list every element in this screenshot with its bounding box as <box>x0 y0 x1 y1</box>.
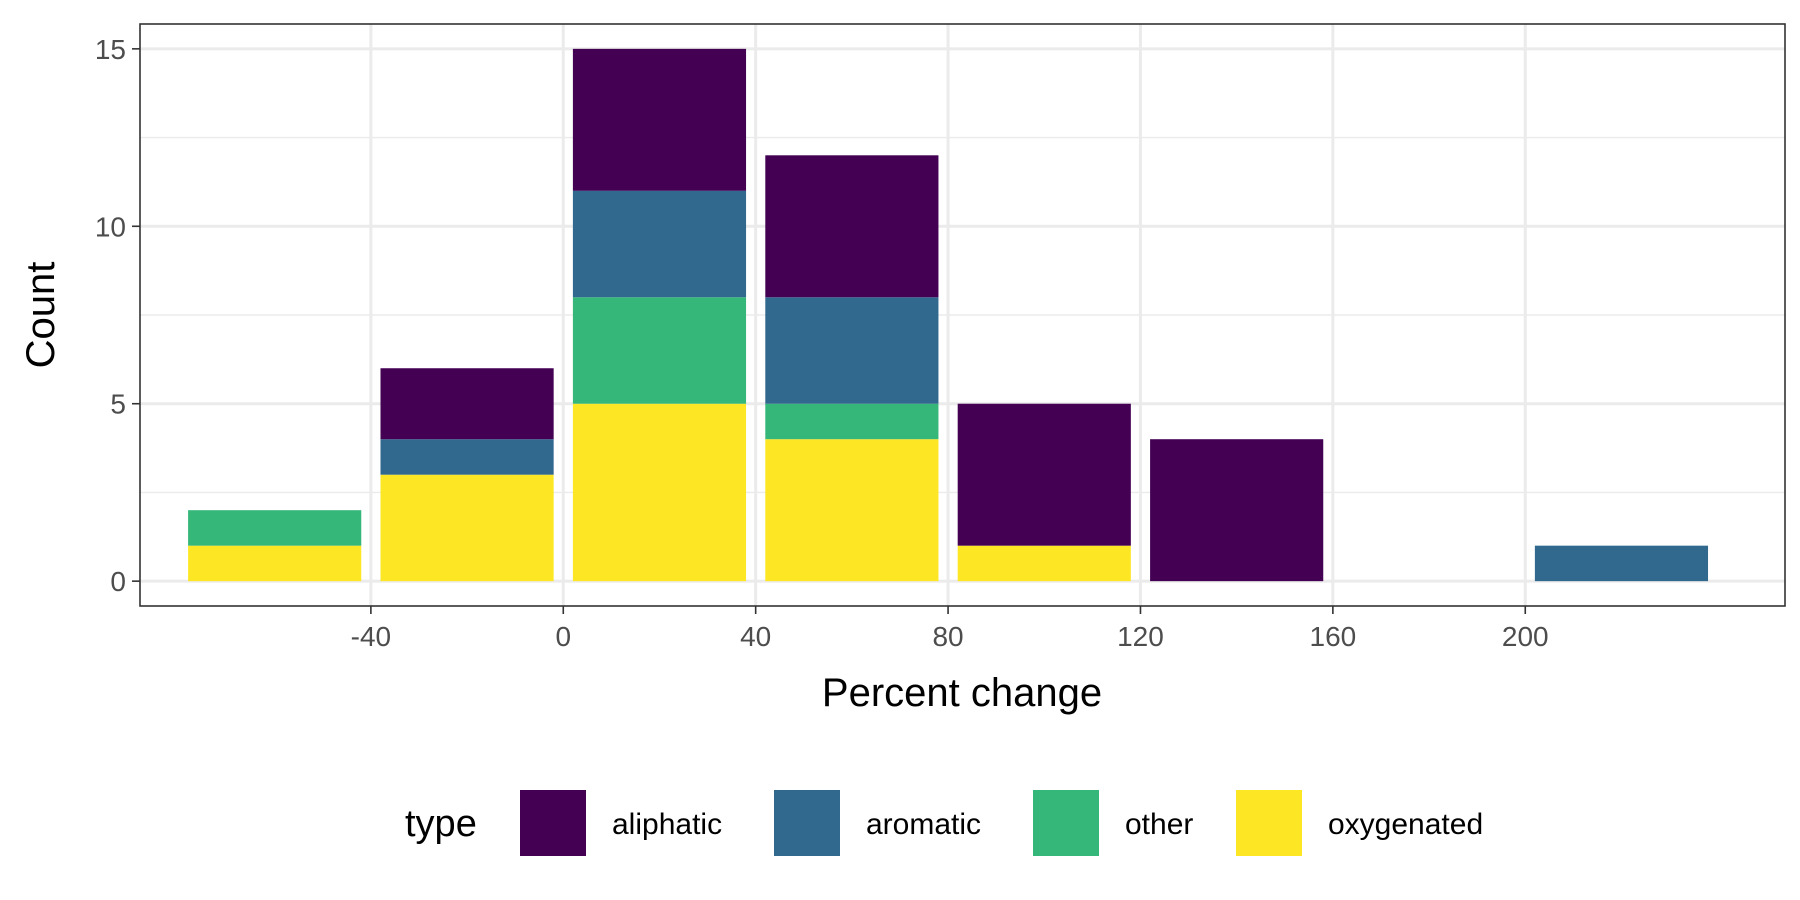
y-tick-label: 0 <box>110 566 126 597</box>
bar-segment-oxygenated <box>380 474 554 582</box>
x-tick-label: 160 <box>1310 621 1357 652</box>
x-tick-label: -40 <box>351 621 391 652</box>
x-tick-label: 0 <box>555 621 571 652</box>
legend-key-other <box>1033 790 1099 856</box>
bar-segment-oxygenated <box>188 545 362 582</box>
bar-segment-aliphatic <box>765 155 939 298</box>
legend-label-oxygenated: oxygenated <box>1328 808 1483 841</box>
legend: type aliphatic aromatic other oxygenated <box>405 790 1483 856</box>
bar-segment-aromatic <box>765 297 939 404</box>
x-tick-label: 40 <box>740 621 771 652</box>
bar-segment-oxygenated <box>572 403 747 582</box>
legend-label-aromatic: aromatic <box>866 808 981 841</box>
bar-segment-aliphatic <box>957 403 1131 546</box>
bar-segment-aromatic <box>380 439 554 475</box>
bar-segment-aromatic <box>572 190 747 298</box>
bar-segment-other <box>188 510 362 546</box>
legend-key-aliphatic <box>520 790 586 856</box>
bar-segment-oxygenated <box>957 545 1131 582</box>
y-tick-label: 15 <box>95 34 126 65</box>
legend-title: type <box>405 803 477 845</box>
bar-segment-aliphatic <box>572 48 747 191</box>
x-tick-label: 120 <box>1117 621 1164 652</box>
bar-segment-aliphatic <box>1150 439 1324 582</box>
bar-segment-aromatic <box>1534 545 1709 582</box>
x-tick-label: 200 <box>1502 621 1549 652</box>
bar-segment-other <box>572 297 747 404</box>
x-tick-label: 80 <box>932 621 963 652</box>
y-axis-title: Count <box>19 262 63 369</box>
legend-label-other: other <box>1125 808 1193 841</box>
legend-key-oxygenated <box>1236 790 1302 856</box>
legend-key-aromatic <box>774 790 840 856</box>
bar-segment-other <box>765 403 939 440</box>
bar-segment-oxygenated <box>765 439 939 582</box>
x-axis-title: Percent change <box>822 671 1102 715</box>
x-axis-ticks: -40 0 40 80 120 160 200 <box>351 606 1549 652</box>
y-tick-label: 5 <box>110 389 126 420</box>
y-tick-label: 10 <box>95 211 126 242</box>
bar-segment-aliphatic <box>380 368 554 440</box>
y-axis-ticks: 0 5 10 15 <box>95 34 140 597</box>
legend-label-aliphatic: aliphatic <box>612 808 722 841</box>
bars <box>188 48 1709 582</box>
panel-border <box>139 23 1786 607</box>
